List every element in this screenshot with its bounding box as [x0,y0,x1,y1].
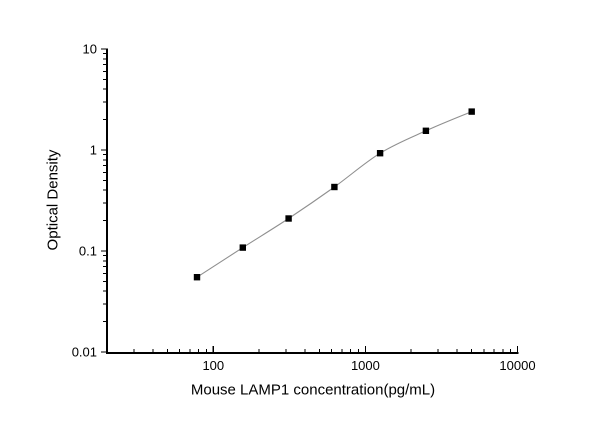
y-axis-title: Optical Density [44,149,62,251]
data-point-marker [331,183,338,191]
x-tick-label: 1000 [351,358,380,373]
data-point-marker [193,274,201,281]
data-point-marker [422,127,430,134]
x-tick-label: 100 [202,358,224,373]
data-point-marker [376,150,384,157]
y-tick-label: 0.1 [79,244,97,259]
data-point-marker [239,244,246,251]
y-tick-label: 10 [83,42,97,57]
data-point-marker [285,215,292,222]
fit-curve [196,111,472,278]
data-point-marker [468,108,475,115]
y-tick-label: 0.01 [72,345,97,360]
x-tick-label: 10000 [499,358,535,373]
y-tick-label: 1 [90,143,97,158]
x-axis-title: Mouse LAMP1 concentration(pg/mL) [190,381,436,399]
